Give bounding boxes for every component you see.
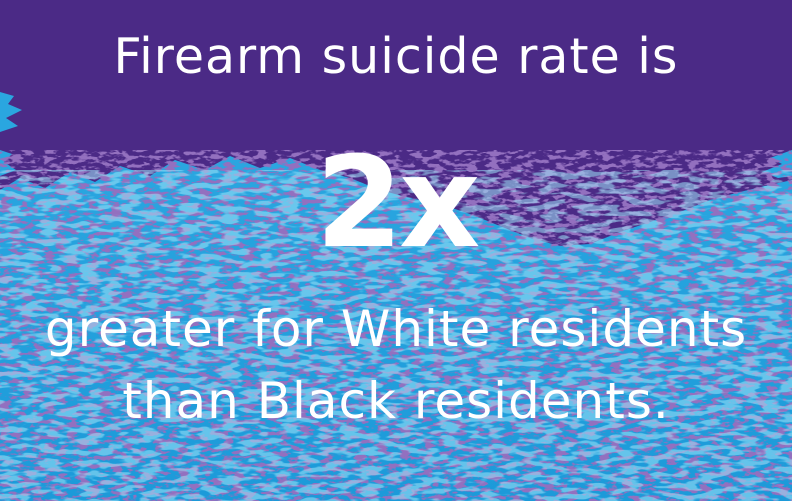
light-speckle-texture	[0, 170, 792, 501]
subtext-line-1: greater for White residents	[44, 300, 748, 358]
subtext-line-2: than Black residents.	[122, 372, 670, 430]
headline-text: Firearm suicide rate is	[113, 28, 679, 85]
big-number-stat: 2x	[315, 129, 481, 276]
